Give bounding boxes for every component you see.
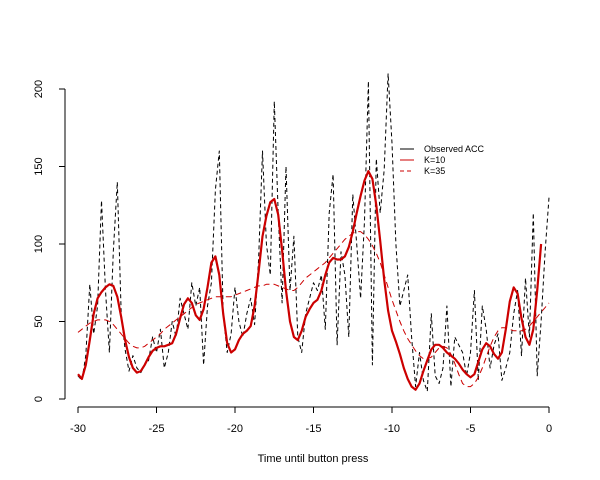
legend-label-observed: Observed ACC: [424, 144, 485, 154]
legend-entry-k35: K=35: [400, 166, 445, 176]
x-ticks: -30 -25 -20 -15 -10 -5 0: [70, 407, 552, 435]
legend-label-k35: K=35: [424, 166, 445, 176]
y-tick-label: 50: [33, 315, 45, 327]
x-tick-label: -5: [466, 423, 476, 435]
legend-label-k10: K=10: [424, 155, 445, 165]
x-axis-title: Time until button press: [258, 453, 369, 465]
legend-entry-observed: Observed ACC: [400, 144, 485, 154]
y-ticks: 0 50 100 150 200: [33, 80, 65, 402]
legend-entry-k10: K=10: [400, 155, 445, 165]
y-tick-label: 0: [33, 396, 45, 402]
x-tick-label: -15: [306, 423, 322, 435]
y-tick-label: 200: [33, 80, 45, 98]
x-tick-label: -10: [384, 423, 400, 435]
series-layer: [77, 73, 550, 392]
legend: Observed ACC K=10 K=35: [400, 144, 485, 176]
y-tick-label: 100: [33, 235, 45, 253]
series-line-k-35: [77, 231, 550, 388]
x-axis: -30 -25 -20 -15 -10 -5 0: [70, 406, 552, 435]
y-tick-label: 150: [33, 157, 45, 175]
series-line-observed-acc: [77, 73, 550, 392]
x-tick-label: 0: [546, 423, 552, 435]
x-tick-label: -20: [227, 423, 243, 435]
series-line-k-10: [77, 170, 543, 391]
x-tick-label: -25: [149, 423, 165, 435]
x-tick-label: -30: [70, 423, 86, 435]
y-axis: 0 50 100 150 200: [33, 80, 66, 402]
